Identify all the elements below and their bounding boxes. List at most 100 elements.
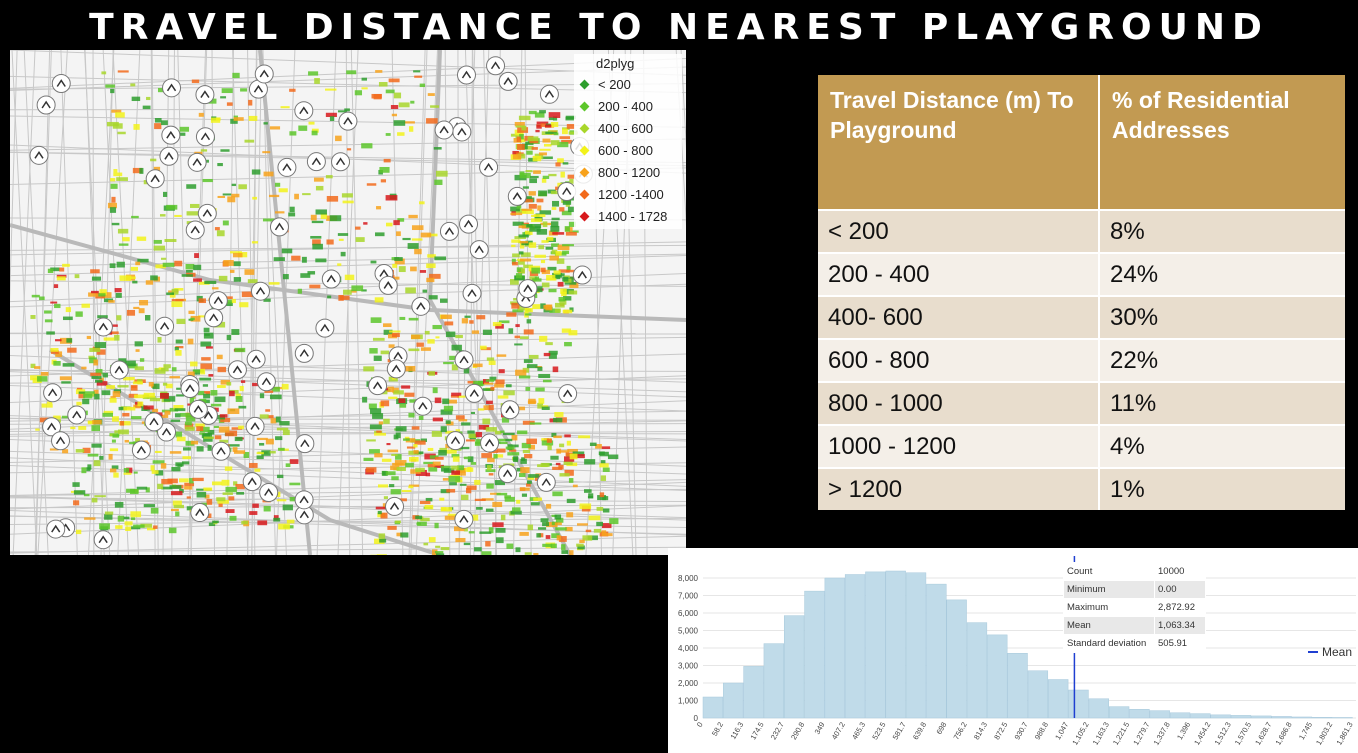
x-tick-label: 756.2 [952,721,969,742]
histogram-bar [1271,716,1292,719]
playground-icon[interactable] [245,416,265,436]
map-canvas[interactable] [10,50,686,555]
playground-icon[interactable] [159,146,179,166]
x-tick-label: 1,163.3 [1091,721,1111,747]
playground-icon[interactable] [51,74,71,94]
playground-icon[interactable] [185,220,205,240]
playground-icon[interactable] [557,182,577,202]
playground-icon[interactable] [131,440,151,460]
playground-icon[interactable] [155,316,175,336]
playground-icon[interactable] [464,383,484,403]
playground-icon[interactable] [93,317,113,337]
table-row: 1000 - 1200 4% [818,424,1345,468]
playground-icon[interactable] [469,240,489,260]
playground-icon[interactable] [259,483,279,503]
playground-icon[interactable] [368,376,388,396]
playground-icon[interactable] [187,152,207,172]
playground-icon[interactable] [446,431,466,451]
playground-icon[interactable] [157,422,177,442]
playground-icon[interactable] [277,157,297,177]
histogram-bar [966,622,988,719]
playground-icon[interactable] [93,530,113,550]
playground-icon[interactable] [295,434,315,454]
playground-icon[interactable] [572,265,592,285]
playground-icon[interactable] [204,308,224,328]
playground-icon[interactable] [190,503,210,523]
playground-icon[interactable] [321,269,341,289]
playground-icon[interactable] [456,65,476,85]
playground-icon[interactable] [294,505,314,525]
playground-icon[interactable] [43,383,63,403]
playground-icon[interactable] [269,217,289,237]
playground-icon[interactable] [434,120,454,140]
playground-icon[interactable] [29,145,49,165]
playground-icon[interactable] [294,490,314,510]
playground-icon[interactable] [188,399,208,419]
playground-icon[interactable] [439,221,459,241]
playground-icon[interactable] [144,412,164,432]
playground-icon[interactable] [67,405,87,425]
playground-icon[interactable] [498,464,518,484]
playground-icon[interactable] [385,496,405,516]
playground-icon[interactable] [294,101,314,121]
page-title: TRAVEL DISTANCE TO NEAREST PLAYGROUND [89,7,1269,48]
playground-icon[interactable] [208,291,228,311]
histogram-bar [824,577,845,719]
playground-icon[interactable] [242,472,262,492]
playground-icon[interactable] [518,279,538,299]
histogram-bar [1149,710,1170,719]
playground-icon[interactable] [479,157,499,177]
playground-icon[interactable] [500,400,520,420]
row-distance: 400- 600 [818,295,1100,339]
playground-icon[interactable] [558,384,578,404]
playground-icon[interactable] [454,350,474,370]
playground-icon[interactable] [42,417,62,437]
playground-icon[interactable] [254,64,274,84]
playground-icon[interactable] [536,472,556,492]
playground-icon[interactable] [462,283,482,303]
playground-icon[interactable] [195,85,215,105]
playground-icon[interactable] [315,318,335,338]
playground-icon[interactable] [246,349,266,369]
playground-icon[interactable] [161,125,181,145]
playground-icon[interactable] [51,431,71,451]
playground-icon[interactable] [250,281,270,301]
playground-icon[interactable] [507,186,527,206]
playground-icon[interactable] [413,396,433,416]
playground-icon[interactable] [46,519,66,539]
playground-icon[interactable] [498,71,518,91]
x-tick-label: 465.3 [850,721,867,742]
playground-icon[interactable] [338,111,358,131]
playground-icon[interactable] [195,127,215,147]
playground-icon[interactable] [386,359,406,379]
playground-icon[interactable] [294,343,314,363]
playground-icon[interactable] [36,95,56,115]
playground-icon[interactable] [331,152,351,172]
playground-distance-map[interactable]: d2plyg < 200 200 - 400 400 - 600 600 - 800 8… [10,50,686,555]
playground-icon[interactable] [486,56,506,76]
playground-icon[interactable] [480,433,500,453]
playground-icon[interactable] [248,79,268,99]
mean-line-swatch [1308,651,1318,653]
y-tick-label: 1,000 [678,697,699,706]
playground-icon[interactable] [145,169,165,189]
playground-icon[interactable] [378,275,398,295]
x-tick-label: 698 [934,721,948,736]
stats-row: Minimum 0.00 [1063,580,1206,599]
playground-icon[interactable] [162,78,182,98]
playground-icon[interactable] [211,441,231,461]
histogram-bar [844,574,866,719]
playground-icon[interactable] [411,296,431,316]
playground-icon[interactable] [256,372,276,392]
playground-icon[interactable] [180,378,200,398]
stat-label: Standard deviation [1063,634,1155,653]
playground-icon[interactable] [197,203,217,223]
playground-icon[interactable] [454,509,474,529]
playground-icon[interactable] [227,360,247,380]
playground-icon[interactable] [539,84,559,104]
playground-icon[interactable] [459,214,479,234]
playground-icon[interactable] [109,360,129,380]
playground-icon[interactable] [306,152,326,172]
row-percent: 11% [1099,381,1345,425]
playground-icon[interactable] [452,122,472,142]
